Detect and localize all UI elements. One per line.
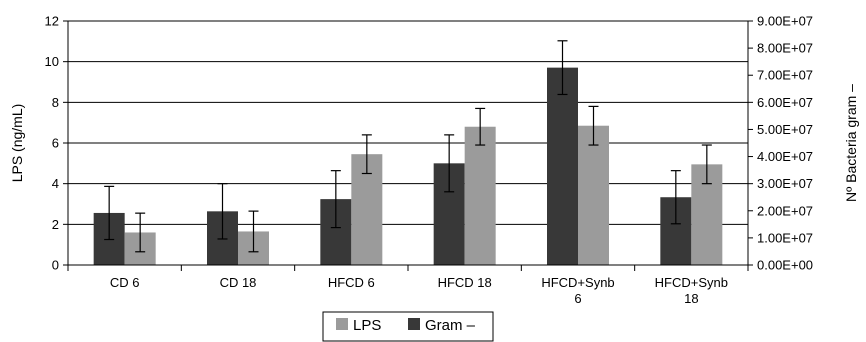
y-tick-label: 6	[52, 136, 59, 151]
category-label: HFCD 18	[438, 275, 492, 290]
legend-box	[322, 311, 494, 342]
category-label: 6	[574, 291, 581, 306]
category-label: CD 18	[220, 275, 257, 290]
legend-label: LPS	[353, 317, 381, 334]
bar	[578, 125, 609, 265]
y-tick-label: 12	[45, 14, 59, 29]
y2-tick-label: 0.00E+00	[757, 258, 813, 273]
category-label: HFCD 6	[328, 275, 375, 290]
y-tick-label: 10	[45, 54, 59, 69]
y2-tick-label: 8.00E+07	[757, 41, 813, 56]
y-tick-label: 4	[52, 176, 59, 191]
tick-labels: 0 2 4 6 8 10 12 0.00E+00 1.00E+07 2.00E+07 3.00E+0…	[45, 14, 814, 307]
y2-axis-title: Nº Bacteria gram –	[843, 84, 859, 202]
y2-tick-label: 6.00E+07	[757, 95, 813, 110]
y-axis-title: LPS (ng/mL)	[9, 104, 25, 183]
category-label: CD 6	[110, 275, 140, 290]
y2-tick-label: 4.00E+07	[757, 149, 813, 164]
legend: LPS Gram –	[322, 311, 494, 342]
y-tick-label: 2	[52, 217, 59, 232]
gridlines	[68, 20, 748, 225]
bar	[547, 67, 578, 266]
bars	[93, 67, 723, 266]
y2-tick-label: 3.00E+07	[757, 176, 813, 191]
legend-swatch	[408, 318, 420, 330]
category-label: 18	[684, 291, 698, 306]
bar	[464, 126, 496, 265]
y2-tick-label: 1.00E+07	[757, 230, 813, 245]
y-tick-label: 0	[52, 258, 59, 273]
legend-swatch	[336, 318, 348, 330]
axes	[63, 20, 753, 271]
error-bars	[104, 40, 712, 253]
category-label: HFCD+Synb	[541, 275, 614, 290]
y-tick-label: 8	[52, 95, 59, 110]
y2-tick-label: 7.00E+07	[757, 68, 813, 83]
y2-tick-label: 5.00E+07	[757, 122, 813, 137]
y2-tick-label: 9.00E+07	[757, 14, 813, 29]
legend-label: Gram –	[425, 317, 476, 334]
category-label: HFCD+Synb	[655, 275, 728, 290]
y2-tick-label: 2.00E+07	[757, 203, 813, 218]
